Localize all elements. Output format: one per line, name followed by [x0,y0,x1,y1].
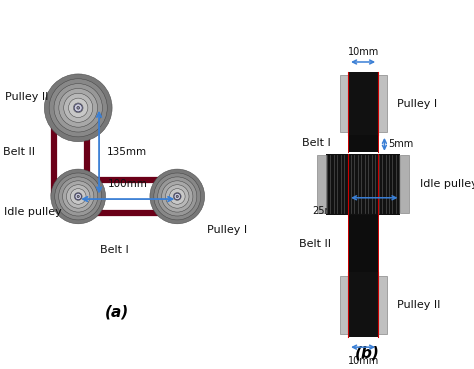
Circle shape [170,189,185,204]
Bar [401,155,409,213]
Circle shape [59,89,98,127]
Bar [348,72,378,135]
Bar [348,135,378,152]
Text: 5mm: 5mm [389,139,414,149]
Text: (b): (b) [355,345,380,361]
Circle shape [162,181,193,212]
Text: Pulley I: Pulley I [207,225,247,235]
Text: 10mm: 10mm [347,356,379,366]
Bar [339,75,348,132]
Circle shape [165,185,189,208]
Circle shape [74,104,82,112]
Circle shape [173,193,181,200]
Circle shape [176,195,178,197]
Circle shape [69,98,88,117]
Bar [339,276,348,334]
Text: Belt I: Belt I [302,138,331,148]
Text: Belt II: Belt II [299,239,331,249]
Bar [348,215,378,272]
Circle shape [51,169,106,224]
Text: 10mm: 10mm [347,47,379,57]
Bar [378,75,387,132]
Text: Belt I: Belt I [100,245,129,255]
Text: 100mm: 100mm [108,179,148,189]
Circle shape [63,181,94,212]
Circle shape [71,189,86,204]
Circle shape [150,169,205,224]
Bar [348,154,378,215]
Circle shape [66,185,90,208]
Circle shape [154,173,201,220]
Bar [378,276,387,334]
Circle shape [59,177,98,216]
Circle shape [158,177,197,216]
Text: Idle pulley: Idle pulley [419,179,474,189]
Text: (a): (a) [105,304,129,320]
Bar [317,155,326,213]
Circle shape [45,74,112,142]
Text: Pulley II: Pulley II [5,92,49,102]
Circle shape [174,193,181,200]
Circle shape [54,84,102,132]
Bar [326,154,401,215]
Text: Belt II: Belt II [2,147,35,157]
Circle shape [64,93,93,123]
Circle shape [55,173,102,220]
Circle shape [77,107,80,109]
Circle shape [74,193,82,200]
Circle shape [75,193,82,200]
Text: Pulley I: Pulley I [397,99,438,108]
Text: 135mm: 135mm [107,147,147,157]
Circle shape [77,195,79,197]
Text: 25mm: 25mm [312,206,344,216]
Text: Idle pulley: Idle pulley [4,207,62,217]
Circle shape [73,103,83,113]
Circle shape [49,79,107,137]
Text: Pulley II: Pulley II [397,300,441,310]
Bar [348,272,378,337]
